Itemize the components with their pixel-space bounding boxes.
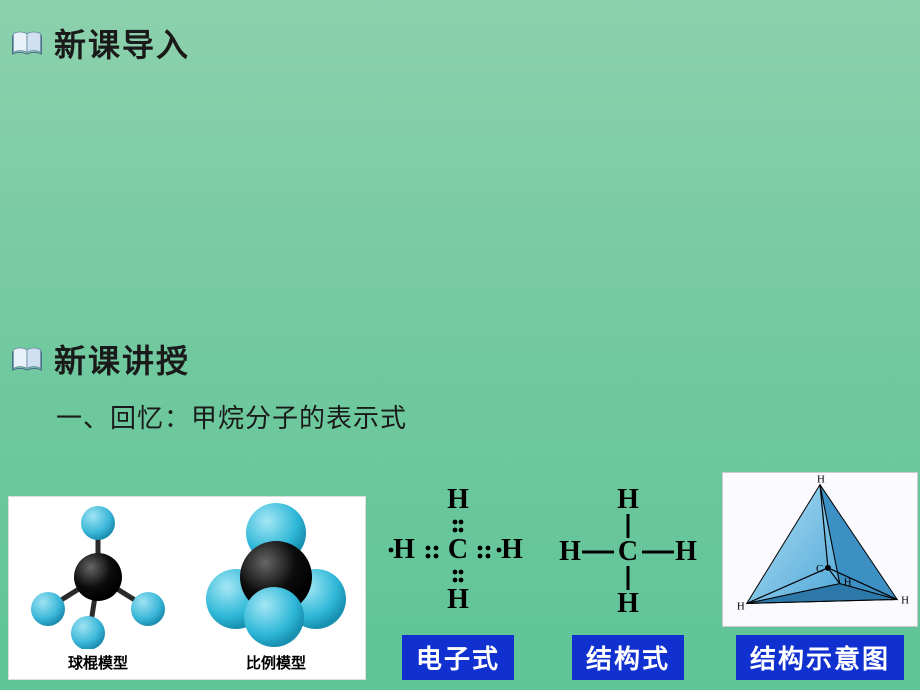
section2-subtitle: 一、回忆：甲烷分子的表示式 xyxy=(0,398,920,435)
svg-text:H: H xyxy=(447,584,469,615)
schematic-svg: H H H H C xyxy=(722,472,918,627)
svg-text:C: C xyxy=(448,534,468,565)
svg-text:H: H xyxy=(617,588,639,619)
book-icon xyxy=(10,344,44,374)
lewis-label: 电子式 xyxy=(402,635,514,680)
space-filling-model: 比例模型 xyxy=(187,497,365,679)
svg-text:H: H xyxy=(447,484,469,515)
svg-text:H: H xyxy=(737,600,745,612)
svg-text:H: H xyxy=(844,577,852,589)
svg-text:H: H xyxy=(901,594,909,606)
figures-row: 球棍模型 xyxy=(0,472,920,680)
svg-text:H: H xyxy=(675,536,697,567)
section2-title: 新课讲授 xyxy=(54,336,190,382)
svg-text:H: H xyxy=(501,534,523,565)
ball-stick-svg xyxy=(9,497,187,650)
lewis-formula-panel: H C H H H xyxy=(378,472,538,680)
schematic-label: 结构示意图 xyxy=(736,635,904,680)
space-filling-label: 比例模型 xyxy=(246,652,306,673)
ball-stick-label: 球棍模型 xyxy=(68,652,128,673)
space-filling-svg xyxy=(187,497,365,650)
structural-label: 结构式 xyxy=(572,635,684,680)
book-icon xyxy=(10,28,44,58)
section2-header: 新课讲授 xyxy=(0,76,920,392)
section1-title: 新课导入 xyxy=(54,20,190,66)
svg-text:C: C xyxy=(618,536,638,567)
schematic-panel: H H H H C 结构示意图 xyxy=(722,472,918,680)
svg-text:H: H xyxy=(617,484,639,515)
ball-stick-model: 球棍模型 xyxy=(9,497,187,679)
svg-text:H: H xyxy=(817,474,825,486)
svg-text:H: H xyxy=(559,536,581,567)
lewis-svg: H C H H H xyxy=(378,472,538,627)
structural-svg: H C H H H xyxy=(548,472,708,627)
section1-header: 新课导入 xyxy=(0,0,920,76)
structural-formula-panel: H C H H H 结构式 xyxy=(548,472,708,680)
svg-text:C: C xyxy=(816,563,823,575)
molecular-models-panel: 球棍模型 xyxy=(8,496,366,680)
svg-text:H: H xyxy=(393,534,415,565)
